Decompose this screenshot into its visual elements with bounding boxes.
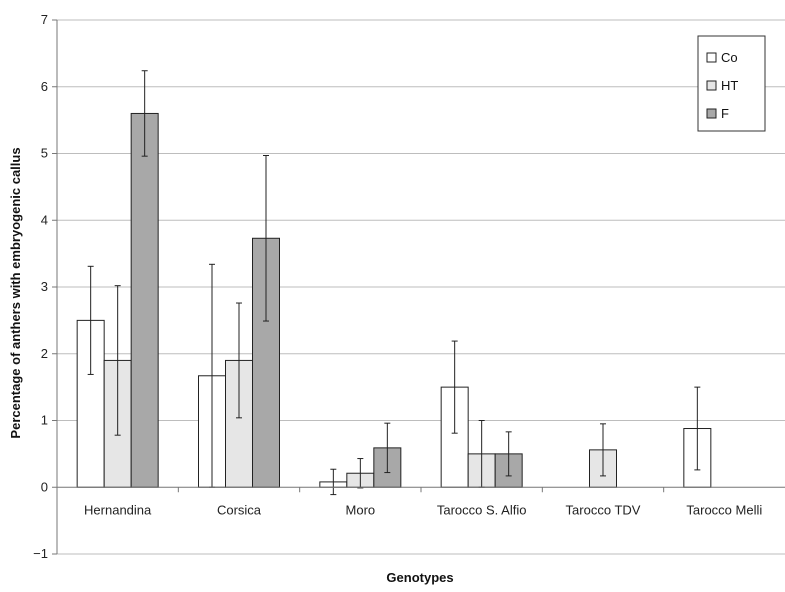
legend-swatch <box>706 80 717 91</box>
y-tick-label: 0 <box>41 479 48 494</box>
x-tick-label: Corsica <box>217 502 262 517</box>
y-tick-label: 7 <box>41 12 48 27</box>
x-tick-label: Moro <box>346 502 376 517</box>
y-tick-label: 4 <box>41 212 48 227</box>
bar-f <box>130 112 159 488</box>
y-tick-label: 1 <box>41 413 48 428</box>
y-tick-label: 5 <box>41 146 48 161</box>
legend-label: Co <box>721 50 738 65</box>
error-bar <box>236 302 242 419</box>
error-bar <box>505 431 512 477</box>
legend-label: F <box>721 106 729 121</box>
legend-items: Co HT F <box>706 50 738 121</box>
error-bar <box>694 386 701 471</box>
error-bar <box>330 468 337 496</box>
error-bar <box>141 70 148 157</box>
y-tick-labels: −1 0 1 2 3 4 5 6 7 <box>33 12 48 561</box>
legend: Co HT F <box>697 35 766 132</box>
y-tick-label: −1 <box>33 546 48 561</box>
x-tick-label: Tarocco S. Alfio <box>437 502 527 517</box>
error-bar <box>384 422 391 474</box>
error-bar <box>263 155 269 322</box>
y-axis-title: Percentage of anthers with embryogenic c… <box>8 147 23 438</box>
legend-label: HT <box>721 78 738 93</box>
x-tick-label: Hernandina <box>84 502 152 517</box>
error-bar <box>114 285 121 436</box>
x-axis-title: Genotypes <box>386 570 453 585</box>
y-tick-label: 2 <box>41 346 48 361</box>
grid-lines <box>52 19 785 555</box>
legend-swatch <box>706 108 717 119</box>
bars <box>76 112 712 488</box>
error-bar <box>87 265 94 375</box>
error-bars <box>87 70 701 496</box>
x-tick-label: Tarocco TDV <box>566 502 641 517</box>
legend-swatch <box>706 52 717 63</box>
x-tick-label: Tarocco Melli <box>686 502 762 517</box>
error-bar <box>600 423 606 477</box>
error-bar <box>357 458 364 489</box>
y-tick-label: 3 <box>41 279 48 294</box>
y-tick-label: 6 <box>41 79 48 94</box>
error-bar <box>451 340 458 434</box>
x-tick-labels: Hernandina Corsica Moro Tarocco S. Alfio Tar… <box>84 487 762 517</box>
